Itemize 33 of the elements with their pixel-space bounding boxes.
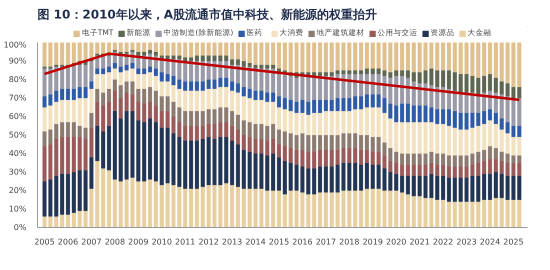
- y-tick-label: 40%: [8, 149, 27, 158]
- x-tick-label: 2017: [316, 238, 336, 246]
- x-tick-label: 2009: [128, 238, 148, 246]
- x-tick-label: 2010: [152, 238, 172, 246]
- x-tick-label: 2019: [362, 238, 383, 246]
- y-tick-label: 20%: [8, 186, 27, 195]
- y-tick-label: 90%: [8, 56, 27, 66]
- x-tick-label: 2005: [34, 238, 55, 246]
- y-tick-label: 60%: [8, 112, 27, 121]
- x-tick-label: 2021: [409, 238, 430, 246]
- y-tick-label: 30%: [8, 168, 27, 176]
- x-tick-label: 2014: [245, 238, 266, 246]
- y-tick-label: 100%: [4, 40, 27, 50]
- x-tick-label: 2015: [268, 238, 290, 246]
- chart-title: 图 10：2010年以来，A股流通市值中科技、新能源的权重抬升: [38, 8, 378, 22]
- x-tick-label: 2025: [503, 238, 524, 246]
- x-tick-label: 2018: [339, 238, 360, 246]
- y-tick-label: 70%: [8, 94, 27, 102]
- y-tick-label: 80%: [8, 75, 27, 84]
- x-tick-label: 2006: [58, 238, 78, 246]
- x-tick-label: 2023: [456, 238, 477, 246]
- y-tick-label: 50%: [8, 130, 27, 140]
- x-tick-label: 2008: [104, 238, 126, 246]
- y-tick-label: 0%: [14, 223, 27, 232]
- x-tick-label: 2007: [81, 238, 102, 246]
- x-tick-label: 2020: [386, 238, 406, 246]
- x-tick-label: 2024: [480, 238, 500, 246]
- x-tick-label: 2012: [198, 238, 219, 246]
- x-tick-label: 2016: [292, 238, 313, 246]
- x-tick-label: 2011: [175, 238, 196, 246]
- x-tick-label: 2022: [432, 238, 454, 246]
- y-tick-label: 10%: [8, 204, 27, 214]
- x-tick-label: 2013: [222, 238, 242, 246]
